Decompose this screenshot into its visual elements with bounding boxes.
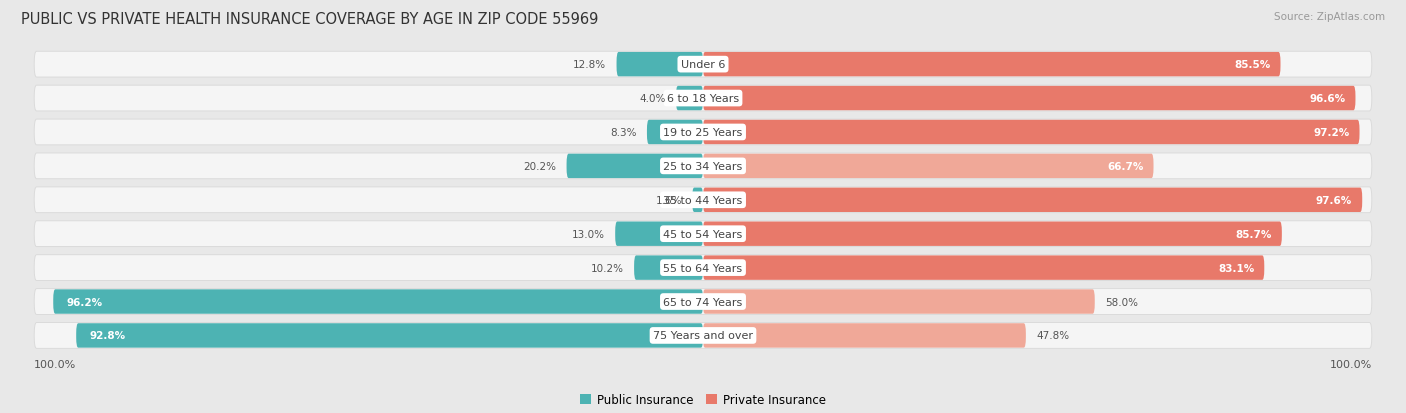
FancyBboxPatch shape	[692, 188, 703, 212]
Text: 85.5%: 85.5%	[1234, 60, 1271, 70]
FancyBboxPatch shape	[703, 154, 1153, 179]
Text: 96.2%: 96.2%	[66, 297, 103, 307]
FancyBboxPatch shape	[53, 290, 703, 314]
Text: 12.8%: 12.8%	[574, 60, 606, 70]
FancyBboxPatch shape	[567, 154, 703, 179]
Text: 13.0%: 13.0%	[572, 229, 605, 239]
Text: 75 Years and over: 75 Years and over	[652, 331, 754, 341]
Legend: Public Insurance, Private Insurance: Public Insurance, Private Insurance	[575, 388, 831, 411]
FancyBboxPatch shape	[34, 154, 1372, 179]
FancyBboxPatch shape	[703, 222, 1282, 246]
FancyBboxPatch shape	[676, 87, 703, 111]
Text: 97.6%: 97.6%	[1316, 195, 1353, 205]
FancyBboxPatch shape	[34, 86, 1372, 112]
Text: 100.0%: 100.0%	[1330, 359, 1372, 369]
Text: 25 to 34 Years: 25 to 34 Years	[664, 161, 742, 171]
Text: 83.1%: 83.1%	[1218, 263, 1254, 273]
FancyBboxPatch shape	[703, 323, 1026, 348]
Text: 92.8%: 92.8%	[90, 331, 125, 341]
Text: 45 to 54 Years: 45 to 54 Years	[664, 229, 742, 239]
Text: 96.6%: 96.6%	[1309, 94, 1346, 104]
FancyBboxPatch shape	[616, 222, 703, 246]
Text: 47.8%: 47.8%	[1036, 331, 1069, 341]
Text: 100.0%: 100.0%	[34, 359, 76, 369]
Text: Under 6: Under 6	[681, 60, 725, 70]
FancyBboxPatch shape	[703, 87, 1355, 111]
FancyBboxPatch shape	[703, 188, 1362, 212]
Text: 20.2%: 20.2%	[523, 161, 557, 171]
Text: 58.0%: 58.0%	[1105, 297, 1137, 307]
FancyBboxPatch shape	[703, 256, 1264, 280]
FancyBboxPatch shape	[76, 323, 703, 348]
Text: 10.2%: 10.2%	[591, 263, 624, 273]
Text: 19 to 25 Years: 19 to 25 Years	[664, 128, 742, 138]
Text: 6 to 18 Years: 6 to 18 Years	[666, 94, 740, 104]
FancyBboxPatch shape	[34, 120, 1372, 145]
Text: 85.7%: 85.7%	[1236, 229, 1271, 239]
Text: 4.0%: 4.0%	[640, 94, 666, 104]
Text: 55 to 64 Years: 55 to 64 Years	[664, 263, 742, 273]
FancyBboxPatch shape	[34, 323, 1372, 349]
Text: 35 to 44 Years: 35 to 44 Years	[664, 195, 742, 205]
FancyBboxPatch shape	[34, 188, 1372, 213]
Text: 97.2%: 97.2%	[1313, 128, 1350, 138]
Text: 8.3%: 8.3%	[610, 128, 637, 138]
Text: Source: ZipAtlas.com: Source: ZipAtlas.com	[1274, 12, 1385, 22]
FancyBboxPatch shape	[34, 221, 1372, 247]
Text: 1.6%: 1.6%	[655, 195, 682, 205]
Text: 66.7%: 66.7%	[1107, 161, 1143, 171]
FancyBboxPatch shape	[634, 256, 703, 280]
FancyBboxPatch shape	[703, 290, 1095, 314]
Text: PUBLIC VS PRIVATE HEALTH INSURANCE COVERAGE BY AGE IN ZIP CODE 55969: PUBLIC VS PRIVATE HEALTH INSURANCE COVER…	[21, 12, 599, 27]
FancyBboxPatch shape	[703, 121, 1360, 145]
FancyBboxPatch shape	[703, 53, 1281, 77]
Text: 65 to 74 Years: 65 to 74 Years	[664, 297, 742, 307]
FancyBboxPatch shape	[34, 289, 1372, 315]
FancyBboxPatch shape	[647, 121, 703, 145]
FancyBboxPatch shape	[34, 52, 1372, 78]
FancyBboxPatch shape	[34, 255, 1372, 281]
FancyBboxPatch shape	[617, 53, 703, 77]
